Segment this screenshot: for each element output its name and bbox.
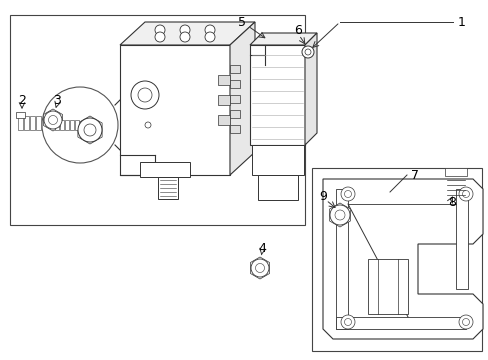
Circle shape (180, 32, 190, 42)
Text: 3: 3 (53, 94, 61, 107)
Bar (229, 125, 240, 133)
Bar (311, 168, 481, 351)
Circle shape (462, 190, 468, 198)
Circle shape (78, 118, 102, 142)
Circle shape (340, 187, 354, 201)
Bar (18, 116, 23, 130)
Bar (218, 95, 229, 105)
Text: 9: 9 (318, 189, 326, 202)
Circle shape (458, 315, 472, 329)
Text: 1: 1 (457, 15, 465, 28)
Polygon shape (229, 22, 254, 175)
Bar (75, 120, 79, 130)
Circle shape (145, 122, 151, 128)
Bar (258, 175, 297, 200)
Circle shape (204, 25, 215, 35)
Text: 5: 5 (238, 15, 245, 28)
Circle shape (344, 319, 351, 325)
Bar (335, 189, 347, 329)
Bar (251, 145, 304, 175)
Bar (367, 259, 407, 314)
Text: 2: 2 (18, 94, 26, 107)
Polygon shape (249, 33, 316, 45)
Bar (158, 177, 178, 199)
Circle shape (155, 32, 164, 42)
Bar (10, 15, 305, 225)
Bar (229, 80, 240, 88)
Bar (444, 168, 466, 176)
Bar (249, 45, 305, 145)
Polygon shape (323, 179, 482, 339)
Polygon shape (120, 22, 254, 45)
Circle shape (462, 319, 468, 325)
Circle shape (138, 88, 152, 102)
Bar (60, 120, 64, 130)
Bar (335, 317, 465, 329)
Text: 6: 6 (293, 23, 301, 36)
Circle shape (255, 264, 264, 273)
Text: 7: 7 (410, 168, 418, 181)
Bar (24, 116, 29, 130)
Circle shape (340, 315, 354, 329)
Circle shape (131, 81, 159, 109)
Polygon shape (250, 257, 269, 279)
Bar (65, 120, 69, 130)
Circle shape (305, 49, 310, 55)
Circle shape (155, 25, 164, 35)
Circle shape (204, 32, 215, 42)
Bar (229, 110, 240, 118)
Circle shape (250, 259, 268, 277)
Polygon shape (78, 116, 102, 144)
Bar (229, 95, 240, 103)
Circle shape (84, 124, 96, 136)
Circle shape (42, 87, 118, 163)
Polygon shape (329, 203, 350, 227)
Bar (52, 116, 60, 122)
Circle shape (334, 210, 345, 220)
Circle shape (329, 205, 349, 225)
Bar (30, 116, 35, 130)
Circle shape (44, 111, 62, 129)
Circle shape (48, 116, 58, 125)
Bar (218, 115, 229, 125)
Bar (70, 120, 74, 130)
Circle shape (302, 46, 313, 58)
Circle shape (458, 187, 472, 201)
Bar (120, 45, 229, 175)
Circle shape (180, 25, 190, 35)
Bar (140, 162, 190, 177)
Circle shape (344, 190, 351, 198)
Bar (218, 75, 229, 85)
Text: 8: 8 (447, 195, 455, 208)
Polygon shape (43, 109, 62, 131)
Text: 4: 4 (258, 242, 265, 255)
Bar (36, 116, 41, 130)
Bar (55, 120, 59, 130)
Bar (16, 112, 25, 118)
Bar (455, 189, 467, 289)
Polygon shape (305, 33, 316, 145)
Bar (229, 65, 240, 73)
